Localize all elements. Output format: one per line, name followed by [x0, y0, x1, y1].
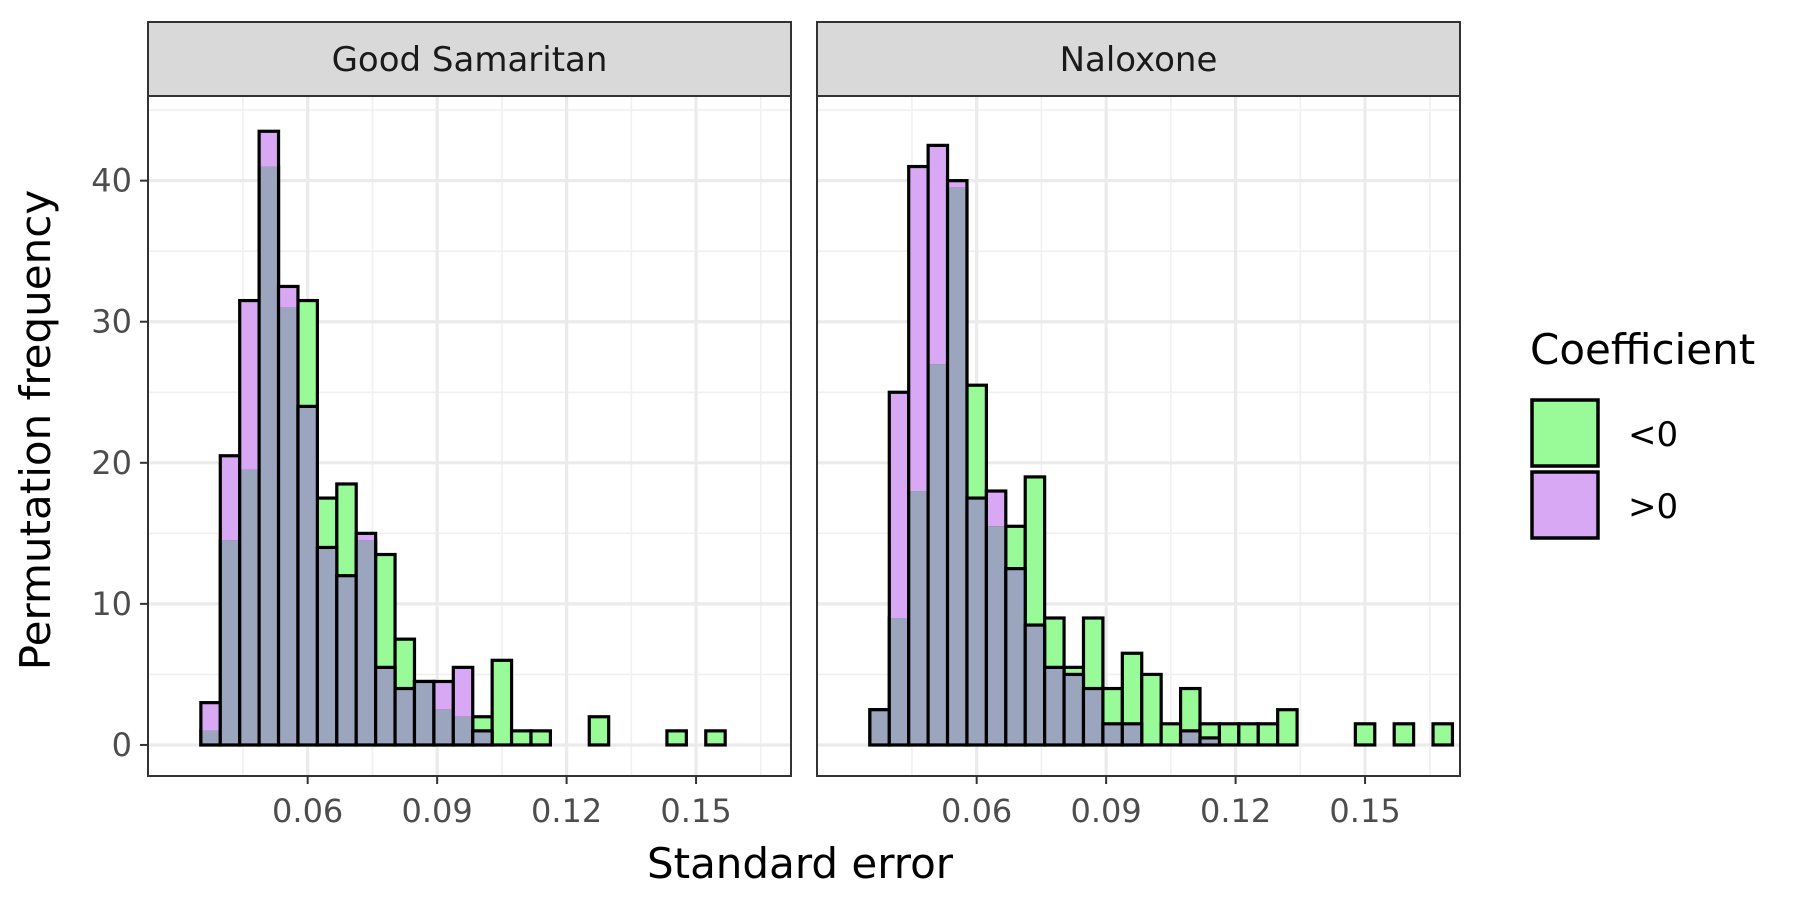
bar-overlap: [1005, 568, 1026, 745]
legend: Coefficient <0 >0: [1530, 325, 1755, 540]
bar-negative: [1256, 722, 1280, 747]
bar-overlap: [453, 716, 473, 745]
bar-overlap: [1044, 667, 1065, 745]
bar-positive-excess: [239, 300, 260, 470]
y-tick-label: 0: [112, 726, 132, 764]
bar-positive: [471, 729, 494, 747]
bar-positive-excess: [908, 166, 929, 492]
bar-positive-excess: [947, 180, 967, 188]
y-tick-label: 10: [91, 585, 132, 623]
bar-negative: [1353, 722, 1377, 747]
bar-positive: [945, 179, 969, 747]
bar-overlap: [1083, 688, 1103, 745]
x-tick-label: 0.15: [1329, 792, 1400, 830]
bar-negative: [1392, 722, 1416, 747]
x-tick-label: 0.12: [531, 792, 602, 830]
strip-background: [147, 21, 792, 97]
panel-title: Naloxone: [1060, 40, 1218, 80]
bar-overlap: [986, 526, 1006, 745]
y-axis-title: Permutation frequency: [11, 190, 60, 670]
bar-overlap: [1064, 674, 1084, 745]
y-tick-label: 30: [91, 303, 132, 341]
x-tick-label: 0.09: [402, 792, 473, 830]
bar-positive: [354, 531, 378, 747]
x-tick-label: 0.09: [1071, 792, 1142, 830]
bar-negative: [1159, 722, 1183, 747]
bar-overlap: [375, 667, 396, 745]
bar-overlap: [1180, 730, 1200, 745]
bar-positive: [1081, 686, 1105, 747]
bar-negative: [1217, 722, 1241, 747]
bar-overlap: [395, 688, 415, 745]
bar-overlap: [200, 730, 221, 745]
bar-negative: [1140, 672, 1163, 747]
bar-overlap: [1199, 737, 1220, 745]
y-tick-label: 20: [91, 444, 132, 482]
bar-positive-excess: [928, 145, 948, 365]
x-tick-label: 0.15: [660, 792, 731, 830]
bar-positive: [1198, 736, 1222, 747]
bar-overlap: [928, 364, 948, 745]
legend-key-negative: [1530, 398, 1600, 468]
x-axis-title: Standard error: [647, 839, 954, 888]
bar-positive-excess: [259, 131, 279, 167]
bar-overlap: [317, 547, 337, 745]
bar-positive-excess: [200, 702, 221, 731]
bar-overlap: [356, 540, 376, 745]
panel-0: Good Samaritan 0.06 0.09 0.12 0.15 0 10 20 30 40: [91, 21, 792, 830]
strip-background: [816, 21, 1461, 97]
bar-overlap: [908, 491, 929, 745]
bar-positive-excess: [986, 491, 1006, 527]
bar-positive-excess: [453, 667, 473, 717]
bar-positive-excess: [433, 681, 454, 710]
bar-overlap: [297, 406, 318, 745]
panel-1: Naloxone 0.06 0.09 0.12 0.15: [816, 21, 1461, 830]
bar-overlap: [259, 166, 279, 745]
bar-overlap: [1102, 723, 1123, 745]
bar-negative: [665, 729, 688, 747]
bar-overlap: [220, 540, 240, 745]
bar-positive-excess: [889, 392, 909, 618]
bar-overlap: [869, 709, 890, 745]
bar-positive: [1120, 722, 1144, 747]
y-tick-label: 40: [91, 162, 132, 200]
bar-positive-excess: [356, 533, 376, 541]
x-tick-label: 0.12: [1200, 792, 1271, 830]
bar-positive: [451, 665, 475, 747]
x-tick-label: 0.06: [272, 792, 343, 830]
bar-overlap: [472, 730, 493, 745]
bar-overlap: [336, 575, 357, 745]
panel-title: Good Samaritan: [332, 40, 608, 80]
bar-overlap: [1122, 723, 1142, 745]
bar-positive-excess: [220, 455, 240, 541]
x-tick-label: 0.06: [941, 792, 1012, 830]
legend-title: Coefficient: [1530, 325, 1755, 374]
bar-positive-excess: [278, 286, 298, 308]
bar-negative: [1276, 708, 1299, 747]
bar-negative: [704, 729, 727, 747]
bar-overlap: [1025, 625, 1045, 745]
legend-label-negative: <0: [1628, 415, 1678, 455]
bar-overlap: [966, 498, 987, 745]
legend-label-positive: >0: [1628, 487, 1678, 527]
bar-overlap: [433, 709, 454, 745]
panels-layer: Good Samaritan 0.06 0.09 0.12 0.15 0 10 20 30 40 N…: [91, 21, 1461, 830]
bar-negative: [1431, 722, 1455, 747]
bar-negative: [1237, 722, 1260, 747]
bar-overlap: [947, 187, 967, 745]
bar-negative: [529, 729, 553, 747]
bar-overlap: [889, 617, 909, 745]
bar-negative: [587, 715, 611, 747]
bar-negative: [490, 658, 514, 747]
bar-overlap: [239, 469, 260, 745]
bar-negative: [509, 729, 533, 747]
bar-overlap: [414, 681, 434, 745]
bar-overlap: [278, 307, 298, 745]
legend-key-positive: [1530, 470, 1600, 540]
